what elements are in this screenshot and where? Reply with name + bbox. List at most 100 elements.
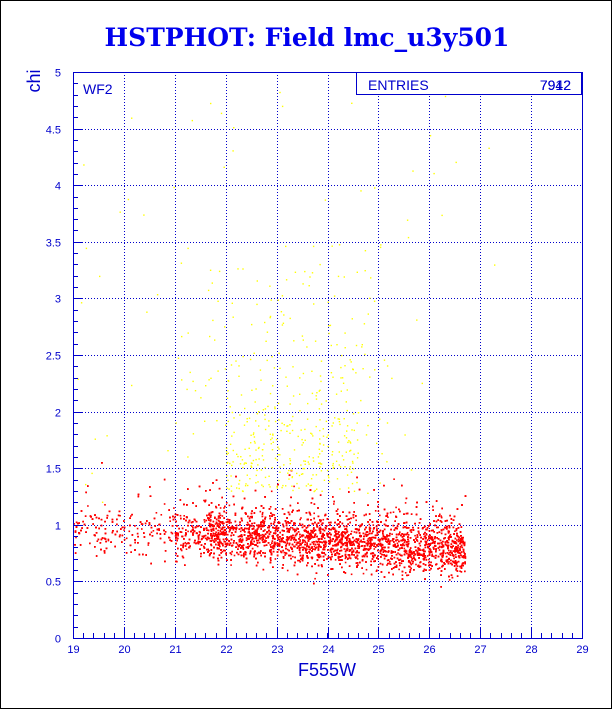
- data-point-red: [280, 537, 282, 540]
- data-point-red: [180, 531, 183, 533]
- data-point-red: [407, 574, 410, 576]
- data-point-red: [464, 557, 467, 559]
- data-point-red: [449, 533, 452, 536]
- data-point-red: [270, 490, 273, 493]
- data-point-red: [399, 531, 401, 533]
- data-point-red: [374, 510, 377, 512]
- data-point-red: [367, 533, 369, 536]
- data-point-red: [370, 536, 373, 539]
- data-point-red: [277, 534, 279, 536]
- data-point-red: [344, 561, 347, 564]
- data-point-red: [237, 535, 240, 538]
- data-point-red: [286, 569, 289, 572]
- data-point-red: [208, 550, 210, 552]
- data-point-red: [447, 553, 450, 555]
- data-point-red: [264, 529, 266, 531]
- data-point-red: [274, 558, 277, 560]
- data-point-red: [333, 503, 335, 505]
- data-point-red: [372, 524, 375, 526]
- data-point-red: [396, 542, 399, 545]
- data-point-red: [397, 552, 399, 554]
- data-point-red: [269, 558, 272, 560]
- data-point-red: [344, 554, 347, 557]
- data-point-red: [294, 538, 296, 541]
- data-point-red: [299, 539, 301, 541]
- data-point-red: [415, 563, 417, 566]
- data-point-red: [312, 523, 315, 525]
- data-point-red: [183, 515, 185, 517]
- data-point-red: [75, 536, 77, 539]
- data-point-red: [382, 549, 385, 551]
- data-point-red: [434, 540, 436, 543]
- data-point-red: [221, 551, 224, 553]
- data-point-red: [332, 548, 334, 550]
- data-point-red: [310, 532, 312, 534]
- data-point-red: [362, 572, 365, 575]
- data-point-red: [291, 550, 294, 553]
- data-point-red: [150, 531, 153, 534]
- data-point-red: [448, 551, 451, 554]
- data-point-red: [315, 523, 318, 526]
- data-point-red: [297, 559, 299, 562]
- data-point-red: [418, 532, 420, 535]
- data-point-red: [356, 558, 359, 560]
- data-point-red: [233, 554, 236, 557]
- data-point-red: [387, 516, 389, 518]
- data-point-red: [104, 504, 106, 506]
- data-point-red: [160, 514, 163, 516]
- data-point-red: [298, 544, 301, 547]
- data-point-red: [285, 543, 288, 546]
- data-point-red: [96, 540, 99, 542]
- data-point-red: [355, 519, 357, 522]
- data-point-red: [226, 523, 228, 526]
- data-point-red: [269, 506, 272, 508]
- data-point-red: [387, 543, 390, 545]
- data-point-red: [301, 542, 303, 544]
- data-point-red: [401, 574, 404, 576]
- data-point-red: [337, 508, 339, 511]
- data-point-red: [416, 540, 419, 542]
- data-point-red: [404, 572, 407, 574]
- data-point-red: [291, 527, 294, 529]
- data-point-red: [309, 514, 312, 516]
- data-point-red: [439, 513, 441, 516]
- data-point-red: [419, 544, 422, 547]
- data-point-red: [288, 544, 291, 546]
- data-point-red: [286, 548, 289, 551]
- data-point-red: [337, 541, 340, 543]
- data-point-red: [119, 514, 121, 517]
- data-point-red: [136, 527, 139, 530]
- data-point-red: [230, 553, 233, 556]
- data-point-red: [261, 511, 264, 514]
- data-point-red: [169, 520, 171, 522]
- data-point-red: [463, 552, 466, 554]
- data-point-red: [227, 533, 229, 536]
- data-point-red: [228, 504, 231, 507]
- data-point-red: [147, 544, 150, 546]
- data-point-red: [460, 540, 463, 542]
- data-point-red: [350, 530, 353, 533]
- data-point-red: [293, 522, 295, 524]
- data-point-red: [448, 560, 450, 563]
- data-point-red: [224, 541, 227, 543]
- data-point-red: [245, 539, 248, 542]
- data-point-red: [260, 534, 262, 536]
- data-point-red: [454, 530, 456, 532]
- data-point-red: [217, 529, 219, 532]
- data-point-red: [360, 539, 362, 542]
- data-point-red: [449, 535, 451, 537]
- data-point-red: [343, 548, 346, 550]
- data-point-red: [249, 515, 252, 518]
- data-point-red: [328, 532, 331, 534]
- data-point-red: [313, 545, 316, 548]
- data-point-red: [362, 540, 365, 543]
- data-point-red: [317, 547, 320, 550]
- data-point-red: [314, 529, 317, 532]
- data-point-red: [215, 539, 217, 542]
- data-point-red: [163, 503, 166, 505]
- data-point-red: [253, 531, 255, 533]
- data-point-red: [239, 530, 242, 533]
- data-point-red: [284, 554, 286, 556]
- data-point-red: [424, 535, 427, 537]
